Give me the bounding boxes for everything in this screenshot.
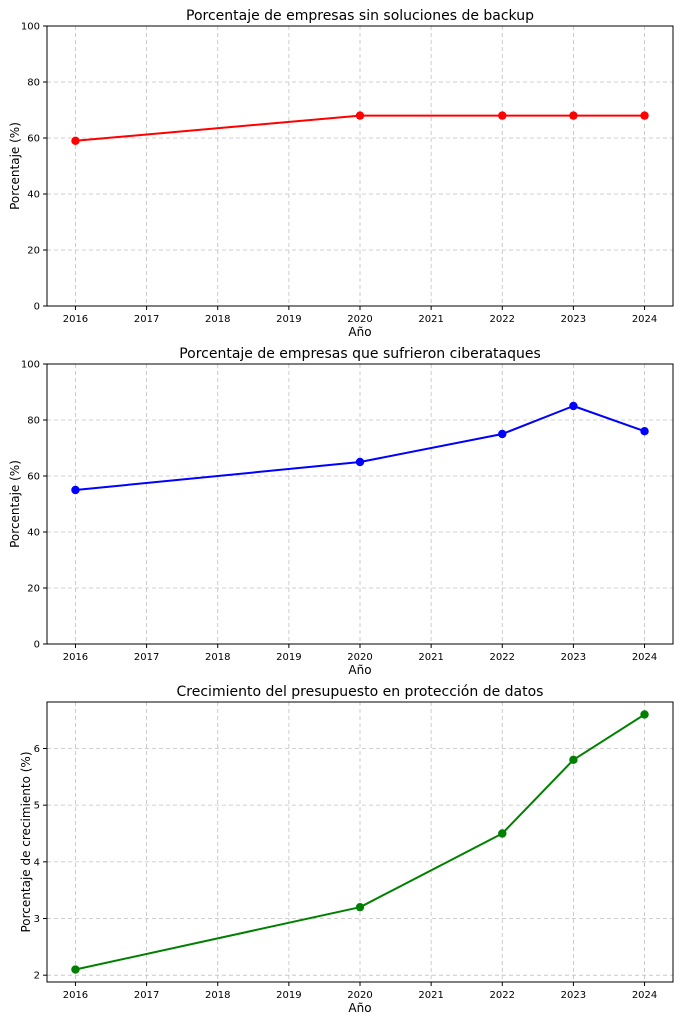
x-tick-label: 2022 <box>490 314 515 325</box>
data-point <box>498 111 507 120</box>
x-tick-label: 2019 <box>276 314 301 325</box>
x-tick-label: 2017 <box>134 652 159 663</box>
y-tick-label: 60 <box>27 134 40 145</box>
y-axis-label: Porcentaje (%) <box>8 122 22 210</box>
y-tick-label: 20 <box>27 246 40 257</box>
x-tick-label: 2024 <box>632 990 657 1001</box>
x-axis-label: Año <box>348 663 371 677</box>
y-axis-label: Porcentaje (%) <box>8 460 22 548</box>
data-point <box>569 111 578 120</box>
data-point <box>355 902 365 912</box>
y-tick-label: 0 <box>34 302 40 313</box>
x-tick-label: 2016 <box>63 652 88 663</box>
chart-title: Porcentaje de empresas sin soluciones de… <box>186 8 534 24</box>
x-tick-label: 2018 <box>205 990 230 1001</box>
chart-panel-1: 2016 2017 2018 2019 2020 2021 2022 2023 2024 0 20 4… <box>8 8 674 339</box>
x-tick-label: 2021 <box>418 652 443 663</box>
data-point <box>71 485 80 495</box>
y-tick-label: 100 <box>21 360 40 371</box>
y-tick-label: 5 <box>34 801 40 812</box>
y-tick-label: 20 <box>27 584 40 595</box>
x-tick-label: 2022 <box>490 990 515 1001</box>
x-tick-label: 2019 <box>276 652 301 663</box>
x-tick-label: 2018 <box>205 652 230 663</box>
y-tick-label: 0 <box>34 640 40 651</box>
y-tick-label: 80 <box>27 78 40 89</box>
y-tick-label: 40 <box>27 190 40 201</box>
x-tick-label: 2020 <box>347 990 372 1001</box>
x-tick-label: 2024 <box>632 652 657 663</box>
x-tick-label: 2017 <box>134 314 159 325</box>
data-point <box>355 111 365 120</box>
data-point <box>569 401 578 411</box>
data-point <box>71 965 80 974</box>
y-tick-label: 60 <box>27 472 40 483</box>
chart-panel-2: 2016 2017 2018 2019 2020 2021 2022 2023 2024 0 20 4… <box>8 346 674 677</box>
chart-title: Porcentaje de empresas que sufrieron cib… <box>179 346 541 362</box>
chart-title: Crecimiento del presupuesto en protecció… <box>177 684 544 700</box>
y-tick-label: 4 <box>34 857 40 868</box>
y-tick-label: 100 <box>21 22 40 33</box>
y-tick-label: 6 <box>34 744 40 755</box>
y-tick-label: 40 <box>27 528 40 539</box>
data-point <box>498 429 507 439</box>
data-point <box>569 755 578 765</box>
x-tick-label: 2016 <box>63 314 88 325</box>
x-tick-label: 2018 <box>205 314 230 325</box>
data-point <box>355 457 365 467</box>
x-tick-label: 2017 <box>134 990 159 1001</box>
x-axis-label: Año <box>348 325 371 339</box>
data-point <box>71 136 80 145</box>
y-tick-label: 2 <box>34 971 40 982</box>
x-tick-label: 2024 <box>632 314 657 325</box>
x-tick-label: 2022 <box>490 652 515 663</box>
data-point <box>640 710 649 719</box>
x-tick-label: 2021 <box>418 990 443 1001</box>
y-tick-label: 3 <box>34 914 40 925</box>
x-tick-label: 2020 <box>347 652 372 663</box>
x-tick-label: 2016 <box>63 990 88 1001</box>
x-tick-label: 2020 <box>347 314 372 325</box>
data-point <box>640 111 649 120</box>
data-point <box>640 427 649 436</box>
data-point <box>498 829 507 838</box>
chart-panel-3: 2016 2017 2018 2019 2020 2021 2022 2023 2024 2 3 4 5… <box>19 684 674 1015</box>
y-axis-label: Porcentaje de crecimiento (%) <box>19 751 33 932</box>
x-axis-label: Año <box>348 1001 371 1015</box>
y-tick-label: 80 <box>27 416 40 427</box>
x-tick-label: 2019 <box>276 990 301 1001</box>
x-tick-label: 2023 <box>561 990 586 1001</box>
x-tick-label: 2023 <box>561 652 586 663</box>
x-tick-label: 2023 <box>561 314 586 325</box>
x-tick-label: 2021 <box>418 314 443 325</box>
